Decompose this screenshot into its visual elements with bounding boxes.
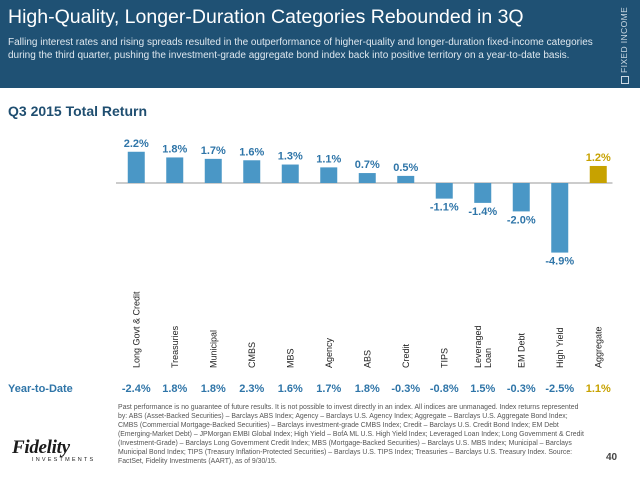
value-label: 1.2% <box>586 152 611 164</box>
value-label: 0.7% <box>355 159 380 171</box>
bar-abs <box>358 173 376 183</box>
page-subtitle: Falling interest rates and rising spread… <box>8 37 593 61</box>
ytd-label: Year-to-Date <box>8 383 73 395</box>
value-label: 1.3% <box>278 151 303 163</box>
category-label: ABS <box>362 350 372 368</box>
category-label: Treasuries <box>170 325 180 368</box>
category-label: MBS <box>285 348 295 368</box>
section-side-label: FIXED INCOME <box>616 4 636 88</box>
ytd-value: -2.5% <box>545 383 575 395</box>
logo-subtitle: INVESTMENTS <box>32 457 96 463</box>
category-label: High Yield <box>555 327 565 368</box>
chart-title: Q3 2015 Total Return <box>8 103 148 119</box>
logo-name: Fidelity <box>12 437 70 458</box>
header-banner: High-Quality, Longer-Duration Categories… <box>0 0 640 88</box>
ytd-value: 2.3% <box>239 383 265 395</box>
page-number: 40 <box>606 452 618 463</box>
section-label-text: FIXED INCOME <box>619 6 629 73</box>
value-label: 1.6% <box>239 146 264 158</box>
ytd-value: 1.8% <box>200 383 226 395</box>
category-label: Municipal <box>208 330 218 368</box>
ytd-value: 1.1% <box>585 383 611 395</box>
bar-chart: 2.2% Long Govt & Credit 1.8% Treasuries 1.7%… <box>116 138 613 368</box>
value-label: 0.5% <box>393 162 418 174</box>
bar-leveraged-loan <box>474 183 492 203</box>
value-label: 2.2% <box>124 138 149 150</box>
bar-tips <box>435 183 453 199</box>
bar-aggregate <box>589 165 607 183</box>
category-label: EM Debt <box>516 332 526 368</box>
page-title: High-Quality, Longer-Duration Categories… <box>8 6 524 28</box>
category-label: Long Govt & Credit <box>131 291 141 368</box>
value-label: 1.8% <box>162 143 187 155</box>
ytd-value: 1.7% <box>316 383 342 395</box>
ytd-value: -0.3% <box>506 383 536 395</box>
bar-municipal <box>204 158 222 183</box>
bar-agency <box>320 167 338 183</box>
ytd-value: -2.4% <box>121 383 151 395</box>
value-label: -4.9% <box>545 256 574 268</box>
ytd-value: 1.5% <box>470 383 496 395</box>
bar-high-yield <box>551 183 569 253</box>
bar-long-govt-credit <box>127 151 145 183</box>
bar-treasuries <box>166 157 184 183</box>
ytd-value: 1.8% <box>354 383 380 395</box>
value-label: 1.7% <box>201 145 226 157</box>
category-label: LeveragedLoan <box>473 325 493 368</box>
value-label: 1.1% <box>316 153 341 165</box>
bar-em-debt <box>512 183 530 212</box>
ytd-value: -0.8% <box>429 383 459 395</box>
bar-mbs <box>281 164 299 183</box>
category-label: Aggregate <box>593 326 603 368</box>
footnote: Past performance is no guarantee of futu… <box>118 404 584 465</box>
value-label: -1.4% <box>468 206 497 218</box>
ytd-value: -0.3% <box>391 383 421 395</box>
value-label: -1.1% <box>430 202 459 214</box>
value-label: -2.0% <box>507 214 536 226</box>
category-label: TIPS <box>439 348 449 368</box>
ytd-value: 1.6% <box>277 383 303 395</box>
category-label: Credit <box>401 343 411 368</box>
category-label: CMBS <box>247 342 257 368</box>
category-label: Agency <box>324 337 334 368</box>
ytd-value: 1.8% <box>162 383 188 395</box>
checkbox-icon <box>620 76 629 84</box>
fidelity-logo: Fidelity INVESTMENTS <box>10 437 110 465</box>
bar-cmbs <box>243 160 261 183</box>
bar-credit <box>397 175 415 183</box>
